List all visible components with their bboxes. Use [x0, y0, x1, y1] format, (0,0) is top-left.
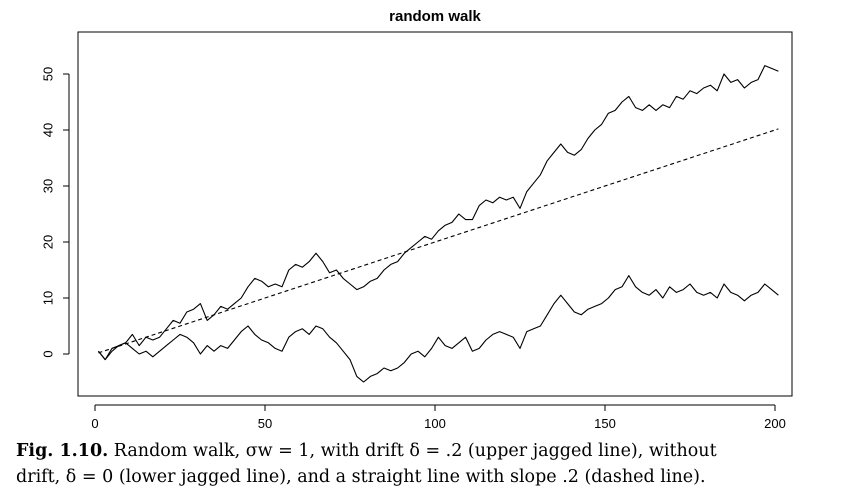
series-no-drift-line	[97, 275, 779, 383]
y-axis: 0 10 20 30 40 50	[41, 67, 70, 358]
plot-frame	[77, 31, 793, 397]
caption-line-1: Random walk, σw = 1, with drift δ = .2 (…	[108, 441, 717, 461]
series-dashed-trend-line	[98, 128, 779, 354]
figure-caption: Fig. 1.10. Random walk, σw = 1, with dri…	[16, 438, 834, 490]
figure-label: Fig. 1.10.	[16, 441, 109, 461]
y-tick-label: 30	[41, 179, 56, 193]
y-tick-label: 0	[41, 350, 56, 357]
y-tick-label: 40	[41, 123, 56, 137]
x-tick-label: 200	[764, 416, 786, 431]
x-tick-label: 100	[424, 416, 446, 431]
caption-line-2: drift, δ = 0 (lower jagged line), and a …	[16, 467, 706, 487]
y-tick-label: 20	[41, 235, 56, 249]
y-tick-label: 10	[41, 291, 56, 305]
x-axis: 0 50 100 150 200	[91, 404, 786, 431]
x-tick-label: 0	[91, 416, 98, 431]
series-drift-line	[97, 65, 779, 361]
x-tick-label: 150	[594, 416, 616, 431]
chart-title: random walk	[389, 8, 481, 25]
x-tick-label: 50	[258, 416, 272, 431]
chart: random walk 0 50 100 150 200 0 10 20 30 40 50	[41, 8, 793, 431]
series-layer	[97, 65, 779, 383]
y-tick-label: 50	[41, 67, 56, 81]
